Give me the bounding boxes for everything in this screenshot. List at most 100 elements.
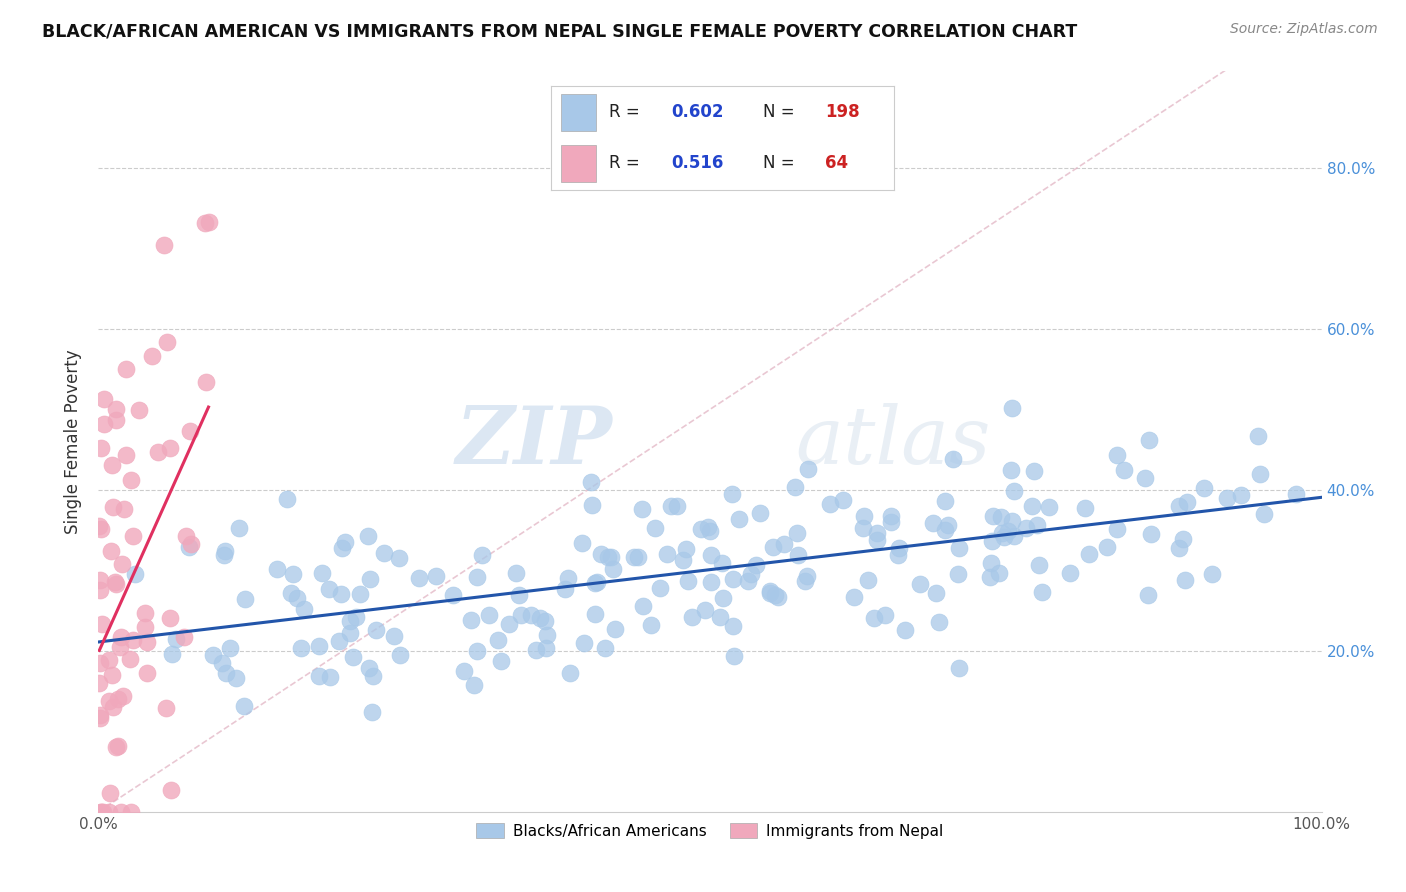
Point	[318, 582, 340, 596]
Point	[115, 448, 138, 462]
Point	[89, 711, 111, 725]
Point	[1201, 567, 1223, 582]
Point	[110, 630, 132, 644]
Point	[1192, 481, 1215, 495]
Point	[979, 570, 1001, 584]
Point	[136, 635, 159, 649]
Point	[1174, 574, 1197, 588]
Point	[928, 615, 950, 629]
Point	[111, 689, 134, 703]
Point	[201, 648, 224, 663]
Point	[880, 508, 903, 523]
Point	[1002, 483, 1025, 498]
Point	[465, 570, 488, 584]
Point	[280, 586, 302, 600]
Point	[176, 529, 198, 543]
Point	[115, 362, 138, 376]
Point	[1002, 529, 1025, 543]
Point	[180, 537, 202, 551]
Point	[159, 442, 181, 456]
Point	[657, 547, 679, 561]
Point	[693, 603, 716, 617]
Point	[786, 548, 808, 562]
Point	[98, 694, 121, 708]
Point	[893, 624, 915, 638]
Point	[603, 622, 626, 636]
Point	[89, 573, 111, 587]
Point	[993, 530, 1015, 544]
Point	[627, 549, 650, 564]
Point	[1230, 488, 1253, 502]
Point	[97, 653, 120, 667]
Point	[346, 609, 368, 624]
Point	[700, 574, 723, 589]
Point	[225, 672, 247, 686]
Point	[648, 581, 671, 595]
Point	[1168, 500, 1191, 514]
Point	[980, 556, 1002, 570]
Point	[294, 602, 316, 616]
Point	[141, 350, 163, 364]
Point	[165, 632, 187, 646]
Point	[1139, 526, 1161, 541]
Point	[1095, 540, 1118, 554]
Point	[721, 572, 744, 586]
Point	[728, 511, 751, 525]
Point	[1073, 501, 1095, 516]
Point	[831, 493, 853, 508]
Point	[1253, 507, 1275, 521]
Point	[796, 569, 818, 583]
Point	[1137, 588, 1160, 602]
Point	[1175, 495, 1198, 509]
Point	[672, 552, 695, 566]
Point	[342, 649, 364, 664]
Point	[700, 548, 723, 562]
Point	[425, 569, 447, 583]
Point	[328, 634, 350, 648]
Point	[1139, 433, 1161, 447]
Point	[179, 424, 201, 438]
Point	[759, 583, 782, 598]
Point	[1022, 465, 1045, 479]
Point	[981, 509, 1004, 524]
Point	[510, 607, 533, 622]
Point	[486, 632, 509, 647]
Point	[281, 567, 304, 582]
Point	[97, 805, 120, 819]
Point	[120, 474, 142, 488]
Point	[100, 544, 122, 558]
Point	[276, 492, 298, 507]
Point	[219, 640, 242, 655]
Point	[866, 525, 889, 540]
Point	[98, 786, 121, 800]
Point	[339, 626, 361, 640]
Point	[89, 656, 111, 670]
Point	[155, 700, 177, 714]
Point	[856, 573, 879, 587]
Point	[925, 586, 948, 600]
Point	[880, 516, 903, 530]
Point	[91, 617, 114, 632]
Point	[1038, 500, 1060, 515]
Point	[579, 475, 602, 489]
Point	[873, 607, 896, 622]
Point	[997, 524, 1019, 539]
Point	[794, 574, 817, 589]
Point	[101, 668, 124, 682]
Point	[948, 541, 970, 555]
Point	[373, 545, 395, 559]
Point	[1021, 499, 1043, 513]
Point	[122, 529, 145, 543]
Point	[740, 567, 762, 582]
Point	[571, 536, 593, 550]
Point	[1215, 491, 1237, 505]
Point	[285, 591, 308, 605]
Point	[134, 620, 156, 634]
Point	[112, 502, 135, 516]
Point	[460, 613, 482, 627]
Point	[152, 238, 174, 252]
Point	[146, 445, 169, 459]
Point	[105, 740, 128, 755]
Point	[1105, 448, 1128, 462]
Point	[675, 541, 697, 556]
